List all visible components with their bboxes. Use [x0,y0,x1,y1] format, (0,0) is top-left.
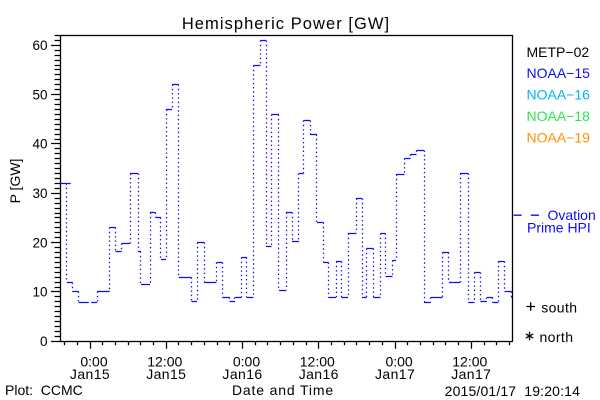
svg-text:60: 60 [32,38,47,53]
svg-text:40: 40 [32,137,47,152]
svg-text:Prime HPI: Prime HPI [527,220,591,236]
svg-text:Date and Time: Date and Time [232,382,334,398]
svg-text:0:00: 0:00 [80,353,107,369]
svg-text:Jan16: Jan16 [299,366,339,382]
svg-text:Ovation: Ovation [548,207,596,223]
svg-text:12:00: 12:00 [147,353,182,369]
svg-text:0:00: 0:00 [233,353,260,369]
svg-text:20: 20 [32,235,47,250]
svg-text:NOAA−15: NOAA−15 [527,65,591,81]
svg-text:METP−02: METP−02 [527,44,590,60]
svg-text:NOAA−18: NOAA−18 [527,108,591,124]
svg-text:0:00: 0:00 [385,353,412,369]
svg-text:Jan17: Jan17 [375,366,415,382]
svg-text:2015/01/17 19:20:14: 2015/01/17 19:20:14 [445,383,580,399]
svg-text:NOAA−19: NOAA−19 [527,130,591,146]
svg-text:Jan15: Jan15 [70,366,110,382]
svg-text:12:00: 12:00 [300,353,335,369]
svg-text:NOAA−16: NOAA−16 [527,87,591,103]
svg-text:10: 10 [32,285,47,300]
svg-text:30: 30 [32,186,47,201]
svg-text:50: 50 [32,87,47,102]
svg-text:north: north [540,329,574,345]
svg-text:0: 0 [40,334,48,349]
svg-text:south: south [541,300,577,316]
svg-text:Plot: CCMC: Plot: CCMC [5,382,83,398]
svg-text:12:00: 12:00 [452,353,487,369]
svg-text:Jan15: Jan15 [146,366,186,382]
svg-text:P [GW]: P [GW] [7,159,23,204]
svg-text:Jan16: Jan16 [222,366,262,382]
svg-text:Hemispheric Power [GW]: Hemispheric Power [GW] [182,15,390,33]
svg-text:Jan17: Jan17 [451,366,491,382]
